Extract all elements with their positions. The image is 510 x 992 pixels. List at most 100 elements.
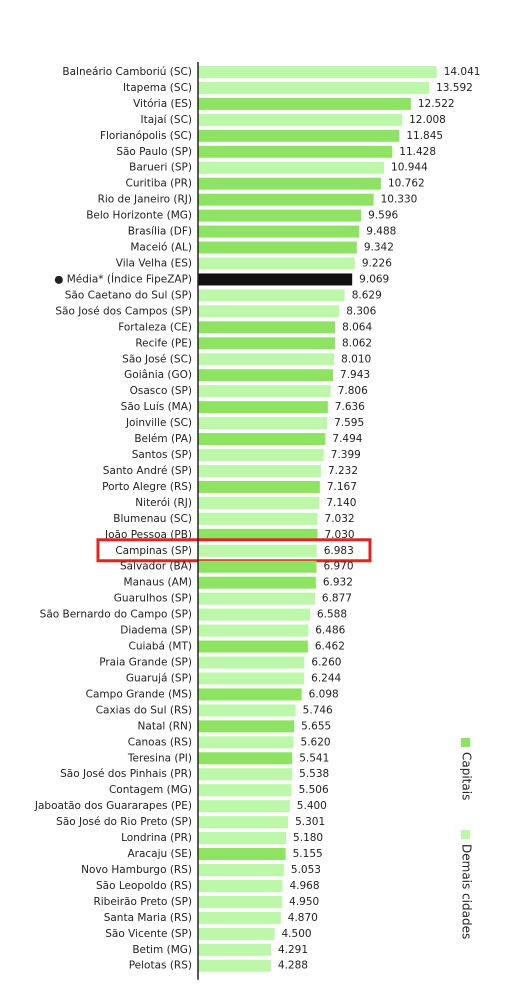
bar [198,688,302,701]
category-label: Manaus (AM) [124,577,192,589]
value-label: 5.538 [299,768,329,780]
bar [198,129,400,142]
bar [198,385,331,398]
bar [198,943,271,956]
bar [198,401,328,414]
category-label: Betim (MG) [132,944,192,956]
category-label: Jaboatão dos Guararapes (PE) [34,800,192,812]
category-label: Rio de Janeiro (RJ) [98,194,192,206]
value-label: 6.588 [317,609,347,621]
category-label: São Caetano do Sul (SP) [65,289,192,301]
category-label: Guarulhos (SP) [114,593,192,605]
value-label: 4.950 [289,896,319,908]
category-label: Belém (PA) [134,433,192,445]
legend-swatch [461,738,470,747]
value-label: 7.494 [332,433,362,445]
value-label: 4.291 [278,944,308,956]
bar [198,81,430,94]
value-label: 6.932 [323,577,353,589]
category-label: Pelotas (RS) [129,960,192,972]
bar [198,512,318,525]
category-label: São José dos Campos (SP) [55,305,192,317]
value-label: 10.330 [381,194,418,206]
category-label: Aracaju (SE) [127,848,192,860]
bar [198,496,320,509]
category-label: Niterói (RJ) [135,497,192,509]
value-label: 6.877 [322,593,352,605]
value-label: 8.306 [346,305,376,317]
value-label: 7.140 [326,497,356,509]
value-label: 5.301 [295,816,325,828]
category-label: Fortaleza (CE) [118,321,192,333]
legend-label: Capitais [460,752,474,800]
value-label: 4.288 [278,960,308,972]
bar [198,177,381,190]
bar [198,608,310,621]
value-label: 12.008 [409,114,446,126]
bar [198,656,305,669]
bar [198,337,336,350]
bar [198,752,293,765]
bar [198,544,317,557]
category-label: Campinas (SP) [115,545,192,557]
value-label: 7.399 [331,449,361,461]
bar [198,449,324,462]
value-label: 5.655 [301,720,331,732]
bar [198,736,294,749]
value-label: 10.762 [388,178,425,190]
value-label: 8.010 [341,353,371,365]
category-label: Belo Horizonte (MG) [86,210,192,222]
value-label: 6.244 [311,672,341,684]
value-label: 7.595 [334,417,364,429]
category-label: São Paulo (SP) [116,146,192,158]
category-label: Blumenau (SC) [113,513,192,525]
category-label: Recife (PE) [135,337,192,349]
category-label: Joinville (SC) [125,417,192,429]
category-label: Ribeirão Preto (SP) [93,896,192,908]
category-label: Itapema (SC) [123,82,192,94]
category-label: Campo Grande (MS) [86,688,192,700]
category-label: Goiânia (GO) [124,369,192,381]
bar [198,464,321,477]
value-label: 4.870 [288,912,318,924]
bar [198,289,345,302]
bar [198,417,328,430]
category-label: Canoas (RS) [128,736,192,748]
bar [198,784,292,797]
value-label: 5.541 [299,752,329,764]
category-label: São Leopoldo (RS) [96,880,192,892]
category-label: Osasco (SP) [130,385,192,397]
category-label: Praia Grande (SP) [99,657,192,669]
bar [198,225,360,238]
value-label: 6.462 [315,641,345,653]
category-label: Diadema (SP) [120,625,192,637]
bar [198,911,281,924]
value-label: 7.232 [328,465,358,477]
value-label: 5.053 [291,864,321,876]
category-label: São Vicente (SP) [105,928,192,940]
value-label: 9.596 [368,210,398,222]
value-label: 6.983 [324,545,354,557]
value-label: 5.400 [297,800,327,812]
category-label: Balneário Camboriú (SC) [62,66,192,78]
value-label: 6.260 [311,657,341,669]
category-label: Santos (SP) [132,449,192,461]
bar [198,560,317,573]
value-label: 5.746 [303,704,333,716]
bar [198,592,315,605]
bar [198,879,283,892]
bar [198,65,437,78]
value-label: 8.629 [352,289,382,301]
category-label: São Bernardo do Campo (SP) [40,609,192,621]
bar [198,816,289,829]
value-label: 5.180 [293,832,323,844]
category-label: Londrina (PR) [121,832,192,844]
bar [198,768,293,781]
bar [198,369,334,382]
value-label: 6.486 [315,625,345,637]
category-label: São José do Rio Preto (SP) [56,816,192,828]
bar [198,640,308,653]
category-label: Cuiabá (MT) [129,641,192,653]
bar [198,863,284,876]
category-label: São Luís (MA) [121,401,192,413]
